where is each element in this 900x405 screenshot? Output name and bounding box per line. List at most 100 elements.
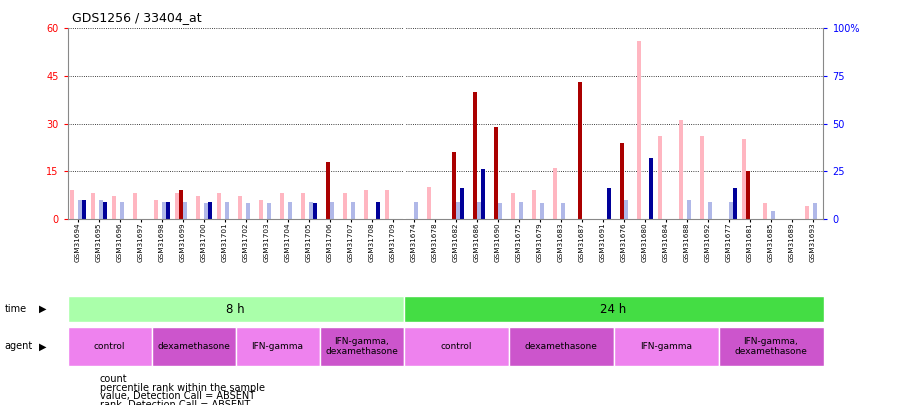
Bar bbox=[427, 187, 431, 219]
Bar bbox=[151, 327, 236, 366]
Bar bbox=[614, 327, 718, 366]
Bar bbox=[166, 202, 170, 219]
Bar bbox=[510, 193, 515, 219]
Text: 24 h: 24 h bbox=[600, 303, 626, 316]
Bar bbox=[658, 136, 662, 219]
Bar bbox=[624, 200, 628, 219]
Bar bbox=[460, 188, 464, 219]
Text: 8 h: 8 h bbox=[226, 303, 245, 316]
Bar bbox=[154, 200, 157, 219]
Bar bbox=[403, 327, 508, 366]
Bar bbox=[162, 202, 166, 219]
Bar bbox=[208, 202, 212, 219]
Bar bbox=[477, 202, 482, 219]
Bar bbox=[280, 193, 284, 219]
Bar bbox=[204, 203, 208, 219]
Bar bbox=[309, 202, 313, 219]
Bar bbox=[179, 190, 183, 219]
Text: IFN-gamma: IFN-gamma bbox=[640, 342, 692, 351]
Text: agent: agent bbox=[4, 341, 32, 351]
Bar bbox=[532, 190, 536, 219]
Bar bbox=[364, 190, 368, 219]
Bar bbox=[82, 200, 86, 219]
Text: IFN-gamma: IFN-gamma bbox=[251, 342, 303, 351]
Bar bbox=[561, 203, 565, 219]
Bar bbox=[195, 196, 200, 219]
Bar bbox=[482, 169, 485, 219]
Text: IFN-gamma,
dexamethasone: IFN-gamma, dexamethasone bbox=[734, 337, 807, 356]
Bar bbox=[805, 206, 809, 219]
Bar bbox=[78, 200, 82, 219]
Bar bbox=[734, 188, 737, 219]
Bar bbox=[238, 196, 242, 219]
Bar bbox=[403, 296, 824, 322]
Bar bbox=[104, 202, 107, 219]
Bar bbox=[236, 327, 320, 366]
Bar bbox=[246, 203, 250, 219]
Bar bbox=[762, 203, 767, 219]
Bar bbox=[813, 203, 817, 219]
Bar bbox=[225, 202, 230, 219]
Text: time: time bbox=[4, 304, 27, 314]
Bar bbox=[456, 202, 460, 219]
Text: value, Detection Call = ABSENT: value, Detection Call = ABSENT bbox=[100, 392, 255, 401]
Bar bbox=[494, 127, 498, 219]
Text: ▶: ▶ bbox=[40, 304, 47, 314]
Bar bbox=[183, 202, 187, 219]
Bar bbox=[120, 202, 124, 219]
Bar bbox=[742, 139, 746, 219]
Bar bbox=[540, 203, 544, 219]
Bar bbox=[608, 188, 611, 219]
Text: dexamethasone: dexamethasone bbox=[158, 342, 230, 351]
Bar bbox=[708, 202, 712, 219]
Bar bbox=[452, 152, 456, 219]
Bar bbox=[258, 200, 263, 219]
Bar bbox=[636, 41, 641, 219]
Bar bbox=[330, 202, 334, 219]
Bar bbox=[472, 92, 477, 219]
Bar bbox=[384, 190, 389, 219]
Text: control: control bbox=[440, 342, 472, 351]
Bar bbox=[699, 136, 704, 219]
Bar bbox=[267, 203, 271, 219]
Bar bbox=[620, 143, 624, 219]
Bar bbox=[313, 203, 318, 219]
Bar bbox=[729, 202, 733, 219]
Bar bbox=[553, 168, 557, 219]
Bar bbox=[288, 202, 292, 219]
Bar bbox=[498, 203, 502, 219]
Text: ▶: ▶ bbox=[40, 341, 47, 351]
Bar bbox=[301, 193, 305, 219]
Bar bbox=[746, 171, 750, 219]
Bar bbox=[687, 200, 691, 219]
Text: control: control bbox=[94, 342, 125, 351]
Bar bbox=[132, 193, 137, 219]
Bar bbox=[91, 193, 94, 219]
Bar bbox=[320, 327, 403, 366]
Bar bbox=[175, 193, 179, 219]
Bar bbox=[718, 327, 824, 366]
Bar bbox=[679, 120, 683, 219]
Bar bbox=[68, 296, 403, 322]
Bar bbox=[217, 193, 220, 219]
Bar bbox=[351, 202, 356, 219]
Bar bbox=[649, 158, 653, 219]
Bar bbox=[69, 190, 74, 219]
Bar bbox=[578, 82, 582, 219]
Text: count: count bbox=[100, 374, 128, 384]
Bar bbox=[508, 327, 614, 366]
Bar bbox=[519, 202, 523, 219]
Text: GDS1256 / 33404_at: GDS1256 / 33404_at bbox=[72, 11, 202, 24]
Text: percentile rank within the sample: percentile rank within the sample bbox=[100, 383, 265, 392]
Text: dexamethasone: dexamethasone bbox=[525, 342, 598, 351]
Bar bbox=[414, 202, 418, 219]
Bar bbox=[112, 196, 116, 219]
Bar bbox=[326, 162, 330, 219]
Text: rank, Detection Call = ABSENT: rank, Detection Call = ABSENT bbox=[100, 401, 250, 405]
Bar bbox=[68, 327, 151, 366]
Bar bbox=[771, 211, 775, 219]
Bar bbox=[376, 202, 381, 219]
Text: IFN-gamma,
dexamethasone: IFN-gamma, dexamethasone bbox=[325, 337, 398, 356]
Bar bbox=[343, 193, 346, 219]
Bar bbox=[99, 200, 104, 219]
